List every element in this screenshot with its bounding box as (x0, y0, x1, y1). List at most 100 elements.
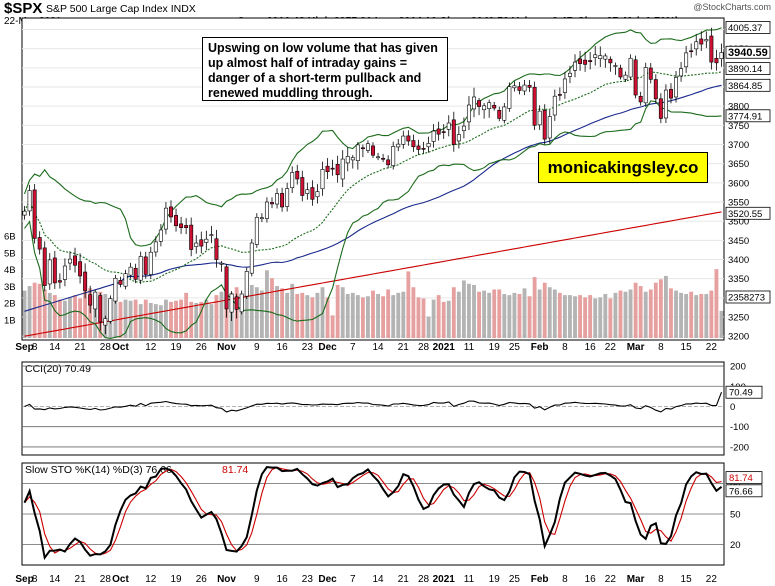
candle-body (103, 318, 108, 326)
volume-bar (674, 290, 678, 338)
candle-body (305, 189, 310, 194)
volume-bar (426, 316, 431, 338)
candle-body (315, 191, 320, 198)
date-label: 21 (75, 574, 87, 585)
date-label: 14 (49, 342, 61, 353)
volume-bar (593, 298, 598, 338)
volume-bar (573, 296, 577, 338)
date-label: Oct (112, 574, 129, 585)
value-box-text: 3864.85 (728, 81, 762, 92)
candle-body (588, 60, 593, 62)
date-label: 15 (681, 574, 693, 585)
value-box-text: 3940.59 (728, 47, 768, 59)
candle-body (376, 156, 381, 159)
volume-bar (113, 298, 118, 338)
candle-body (259, 217, 264, 220)
candle-body (497, 109, 502, 119)
candle-body (209, 234, 214, 236)
volume-bar (78, 298, 82, 338)
note-line: danger of a short-term pullback and (208, 71, 422, 85)
value-box-text: 3520.55 (728, 209, 762, 220)
stochastic-value-box: 81.74 (725, 471, 763, 484)
candle-body (477, 100, 482, 107)
candle-body (446, 122, 451, 130)
candle-body (219, 263, 224, 265)
candle-body (411, 140, 416, 148)
volume-bar (305, 295, 310, 338)
candle-body (270, 202, 274, 205)
date-label: 21 (75, 342, 87, 353)
date-label: 23 (302, 342, 314, 353)
volume-bar (467, 283, 471, 338)
candle-body (280, 193, 285, 208)
date-label: 9 (254, 574, 260, 585)
candle-body (381, 157, 386, 160)
volume-bar (643, 291, 648, 338)
value-box-frame (725, 290, 771, 304)
candle-body (421, 148, 426, 150)
candle-body (699, 38, 704, 45)
volume-bar (128, 300, 133, 338)
cci-line (24, 392, 723, 413)
volume-bar (249, 284, 254, 338)
date-label: 22 (706, 574, 718, 585)
volume-bar (714, 269, 719, 338)
volume-tick-label: 5B (4, 248, 16, 259)
date-label: 8 (32, 342, 38, 353)
date-label: 2021 (433, 574, 456, 585)
volume-bar (512, 292, 517, 338)
cci-value-box: 70.49 (725, 385, 763, 399)
candle-body (73, 255, 77, 266)
volume-bar (42, 289, 47, 338)
volume-bar (436, 295, 441, 338)
volume-bar (265, 270, 269, 338)
candle-body (163, 207, 168, 230)
volume-bar (583, 297, 588, 338)
date-label: 8 (658, 574, 664, 585)
candle-body (371, 145, 375, 156)
stochastic-panel: Slow STO %K(14) %D(3) 76.66, 81.748050208… (21, 462, 763, 566)
candle-body (47, 259, 52, 285)
volume-bar (628, 289, 633, 338)
candle-body (547, 116, 552, 139)
cci-tick-label: 0 (730, 402, 735, 413)
volume-bar (492, 289, 497, 338)
candle-body (391, 146, 396, 166)
candle-body (466, 104, 471, 123)
price-tick-label: 3650 (728, 159, 749, 170)
candle-body (204, 238, 209, 243)
date-label: 25 (509, 342, 521, 353)
volume-bar (507, 295, 512, 338)
candle-body (396, 143, 401, 148)
candle-body (128, 266, 133, 276)
volume-bar (340, 287, 345, 338)
volume-bar (184, 292, 189, 338)
value-box-text: 70.49 (729, 388, 753, 399)
candle-body (643, 67, 648, 104)
volume-bar (315, 292, 320, 338)
candle-body (179, 223, 184, 228)
price-tick-label: 3750 (728, 121, 749, 132)
price-tick-label: 3200 (728, 332, 749, 343)
volume-bar (270, 278, 274, 338)
volume-bar (153, 304, 158, 338)
date-label: Sep (15, 342, 33, 353)
candle-body (133, 267, 138, 280)
volume-bar (179, 299, 184, 338)
date-label: 25 (509, 574, 521, 585)
candle-body (461, 125, 466, 131)
date-label: 21 (398, 342, 410, 353)
price-tick-label: 3250 (728, 313, 749, 324)
value-box-text: 76.66 (729, 486, 753, 497)
volume-bar (254, 287, 259, 338)
volume-bar (623, 291, 628, 338)
candle-body (244, 271, 249, 297)
volume-bar (613, 292, 618, 338)
volume-bar (285, 292, 290, 338)
candle-body (285, 188, 290, 207)
candle-body (598, 55, 603, 60)
volume-tick-label: 1B (4, 316, 16, 327)
date-label: 11 (464, 342, 475, 353)
volume-bar (552, 289, 557, 338)
value-box-frame (725, 45, 771, 59)
